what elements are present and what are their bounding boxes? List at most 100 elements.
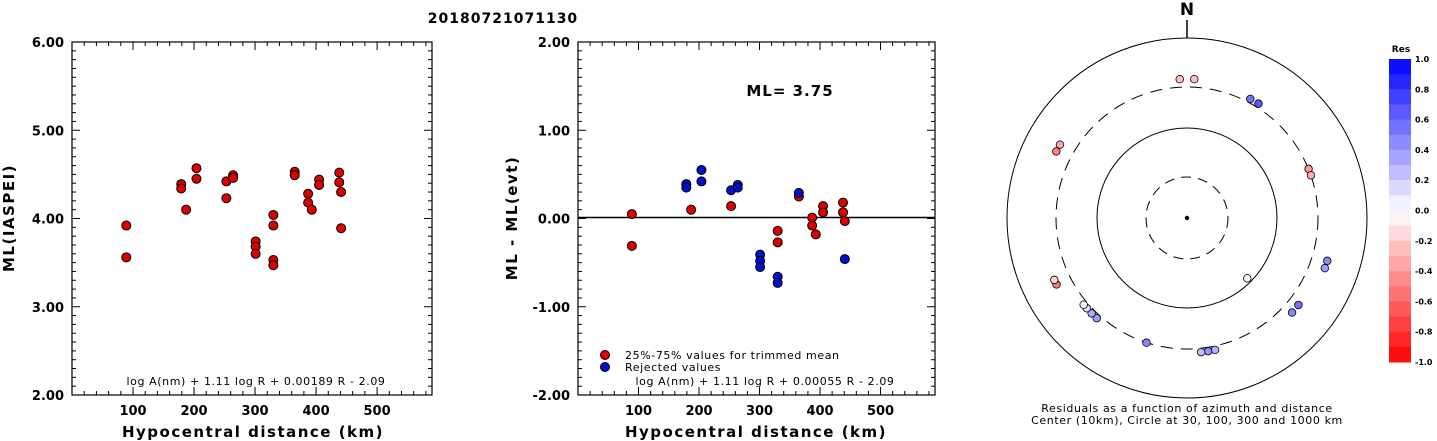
colorbar-cell [1389,165,1411,181]
axis-ticks [578,41,935,396]
data-point [732,182,743,193]
colorbar-cell [1389,331,1411,348]
station-marker [1092,314,1101,323]
residual-distance-plot: 100 200 300 400 500 -2.00 -1.00 0.00 1.00 2.00 ML… [503,36,936,441]
data-point [810,229,821,240]
x-axis-label: Hypocentral distance (km) [625,423,887,441]
colorbar-tick-label: -0.4 [1415,267,1433,276]
station-marker [1055,140,1065,149]
magnitude-distance-plot: 100 200 300 400 500 2.00 3.00 4.00 5.00 6.00 log … [0,36,433,441]
data-points [121,163,347,271]
colorbar-tick-label: 0.2 [1415,176,1429,185]
colorbar-tick-label: -0.2 [1415,237,1433,246]
colorbar-cell [1389,149,1411,166]
legend-marker-rejected [600,362,610,372]
colorbar-cell [1389,104,1411,121]
x-tick-label: 100 [119,404,146,419]
colorbar-cell [1389,59,1411,75]
data-point [191,163,202,174]
x-tick-label: 500 [867,404,894,419]
x-tick-label: 200 [685,404,712,419]
colorbar-tick-labels: 1.0 0.8 0.6 0.4 0.2 0.0 -0.2 -0.4 -0.6 -0.8 -1.0 [1415,55,1433,367]
data-point [121,252,132,263]
data-point [121,220,132,231]
ring-1000km [1006,37,1368,399]
data-point [336,187,347,198]
colorbar-title: Res [1392,45,1410,55]
x-tick-label: 100 [625,404,652,419]
data-point [696,176,707,187]
colorbar-tick-label: 0.0 [1415,207,1430,216]
tick-labels: 100 200 300 400 500 -2.00 -1.00 0.00 1.00 2.00 [533,36,895,419]
magnitude-annotation: ML= 3.75 [746,82,833,100]
y-axis-label: ML - ML(evt) [503,156,521,280]
station-marker [1196,347,1206,357]
y-tick-label: -1.00 [533,301,570,316]
data-points [626,164,850,288]
data-point [268,209,279,220]
station-marker [1175,75,1184,84]
station-marker [1142,338,1151,347]
colorbar-cell [1389,180,1411,196]
station-marker [1294,300,1303,310]
caption-line-2: Center (10km), Circle at 30, 100, 300 an… [1031,414,1343,427]
y-tick-label: 2.00 [32,389,64,404]
colorbar-cell [1389,301,1411,318]
colorbar-tick-label: 0.4 [1415,146,1430,155]
colorbar-cell [1389,74,1411,90]
ring-30km [1145,176,1229,260]
colorbar-tick-label: -0.8 [1415,328,1433,337]
colorbar-cell [1389,195,1411,211]
data-point [772,237,783,248]
station-marker [1287,308,1297,317]
colorbar-tick-label: -1.0 [1415,358,1433,367]
azimuth-residual-plot: N Residuals as a function of azimuth and… [1006,0,1368,427]
data-point [250,248,261,259]
data-point [793,187,804,198]
formula-label: log A(nm) + 1.11 log R + 0.00189 R - 2.0… [126,375,385,388]
axis-ticks [72,41,432,396]
station-marker [1306,171,1316,180]
ring-100km [1096,127,1278,309]
data-point [314,179,325,190]
data-point [176,183,187,194]
legend-marker-trimmed [600,350,610,360]
caption-line-1: Residuals as a function of azimuth and d… [1041,402,1332,415]
legend-label-rejected: Rejected values [625,361,721,374]
colorbar-cell [1389,346,1411,363]
data-point [726,201,737,212]
y-tick-label: 6.00 [32,36,64,51]
colorbar-tick-label: -0.6 [1415,297,1433,306]
station-residuals [1050,75,1332,357]
colorbar-cell [1389,316,1411,333]
plot-frame [71,41,433,396]
colorbar-cell [1389,134,1411,151]
legend-label-trimmed: 25%-75% values for trimmed mean [625,349,840,362]
data-point [818,207,829,218]
data-point [334,177,345,188]
x-tick-label: 500 [364,404,391,419]
data-point [181,204,192,215]
y-tick-label: 1.00 [538,124,570,139]
data-point [303,188,314,199]
tick-labels: 100 200 300 400 500 2.00 3.00 4.00 5.00 6.00 [32,36,391,419]
colorbar-cell [1389,286,1411,302]
y-tick-label: 5.00 [32,124,64,139]
data-point [755,262,766,273]
colorbar-tick-label: 1.0 [1415,55,1430,64]
y-axis-label: ML(IASPEI) [0,164,18,272]
colorbar-cell [1389,89,1411,105]
figure-title: 20180721071130 [428,11,578,27]
data-point [839,216,850,227]
data-point [306,204,317,215]
station-marker [1203,347,1213,356]
station-marker [1323,256,1332,266]
colorbar-cell [1389,119,1411,136]
residual-colorbar: Res 1.0 0.8 0.6 0.4 0.2 0.0 -0.2 -0.4 -0.6 -0.8 -1… [1389,45,1433,367]
data-point [626,209,637,220]
colorbar-cells [1389,59,1411,363]
formula-label: log A(nm) + 1.11 log R + 0.00055 R - 2.0… [635,375,894,388]
data-point [838,197,849,208]
station-marker [1050,275,1059,285]
